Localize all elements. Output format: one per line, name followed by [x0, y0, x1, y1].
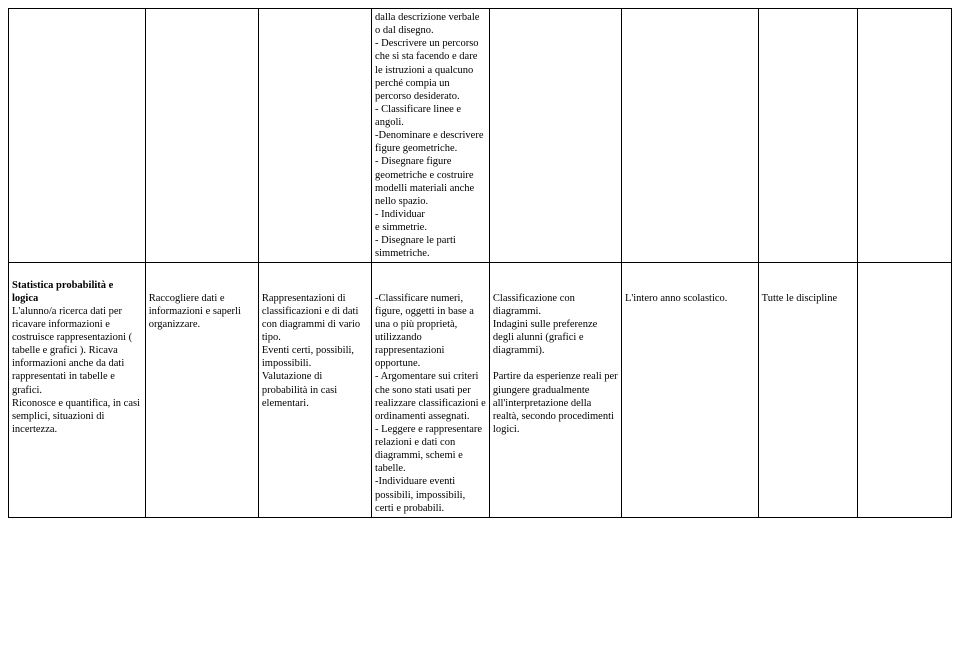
cell-r1-c8	[857, 9, 951, 263]
cell-r1-c4: dalla descrizione verbale o dal disegno.…	[372, 9, 490, 263]
cell-r2-c7: Tutte le discipline	[758, 263, 857, 517]
cell-r2-c4: -Classificare numeri, figure, oggetti in…	[372, 263, 490, 517]
section-heading: Statistica probabilità e logica	[12, 280, 113, 304]
cell-text: L'intero anno scolastico.	[625, 293, 728, 304]
cell-r1-c2	[145, 9, 258, 263]
cell-text: Classificazione con diagrammi.Indagini s…	[493, 293, 618, 435]
cell-text: Raccogliere dati e informazioni e saperl…	[149, 293, 241, 330]
cell-r2-c8	[857, 263, 951, 517]
cell-r2-c3: Rappresentazioni di classificazioni e di…	[258, 263, 371, 517]
cell-text: Rappresentazioni di classificazioni e di…	[262, 293, 360, 409]
cell-text: dalla descrizione verbale o dal disegno.…	[375, 12, 483, 259]
cell-r1-c1	[9, 9, 146, 263]
cell-r2-c1: Statistica probabilità e logica L'alunno…	[9, 263, 146, 517]
cell-r2-c5: Classificazione con diagrammi.Indagini s…	[489, 263, 621, 517]
curriculum-table: dalla descrizione verbale o dal disegno.…	[8, 8, 952, 518]
cell-text: Tutte le discipline	[762, 293, 837, 304]
cell-r1-c7	[758, 9, 857, 263]
cell-text: L'alunno/a ricerca dati per ricavare inf…	[12, 306, 140, 435]
table-row: dalla descrizione verbale o dal disegno.…	[9, 9, 952, 263]
cell-r2-c6: L'intero anno scolastico.	[621, 263, 758, 517]
cell-r1-c5	[489, 9, 621, 263]
cell-r1-c6	[621, 9, 758, 263]
cell-r1-c3	[258, 9, 371, 263]
table-row: Statistica probabilità e logica L'alunno…	[9, 263, 952, 517]
cell-text: -Classificare numeri, figure, oggetti in…	[375, 293, 486, 514]
cell-r2-c2: Raccogliere dati e informazioni e saperl…	[145, 263, 258, 517]
